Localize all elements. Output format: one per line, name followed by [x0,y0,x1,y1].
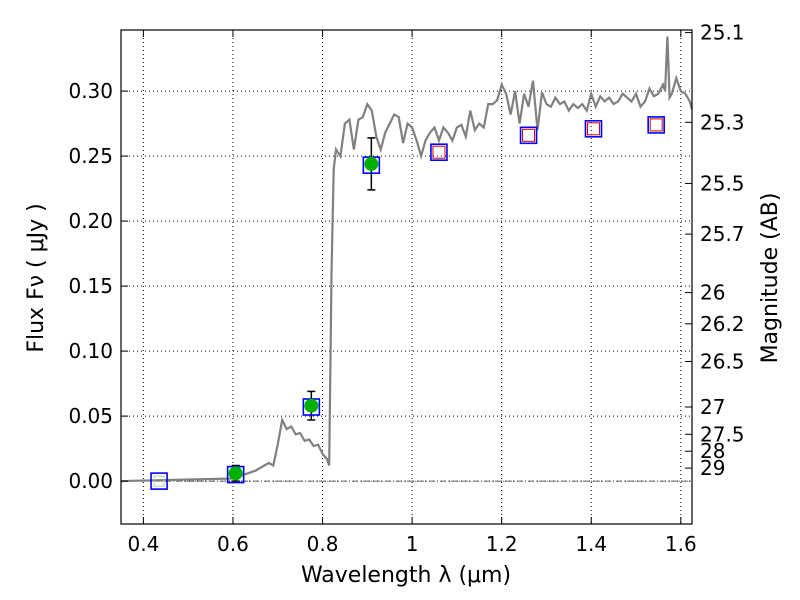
upper-limit-marker [522,128,536,142]
x-tick-label: 1.4 [575,532,607,556]
x-axis-ticks: 0.4 0.6 0.8 1 1.2 1.4 1.6 [127,30,697,556]
magnitude-tick-label: 25.1 [700,21,745,45]
magnitude-tick-label: 26 [700,281,725,305]
y-tick-label: 0.10 [68,339,113,363]
model-photometry-marker [584,120,603,138]
x-tick-label: 1.2 [486,532,518,556]
model-photometry-marker [430,143,448,161]
x-axis-label: Wavelength λ (μm) [301,563,511,588]
observed-flux-point [364,156,379,171]
photometry-points [150,116,665,490]
magnitude-tick-label: 27 [700,395,725,419]
magnitude-tick-label: 27.5 [700,422,745,446]
upper-limit-marker [432,145,446,159]
upper-limit-marker [586,122,600,136]
model-photometry-marker [647,116,665,134]
x-tick-label: 0.4 [127,532,159,556]
magnitude-tick-label: 28 [700,439,725,463]
right-axis-label: Magnitude (AB) [758,193,783,364]
y-tick-label: 0.30 [68,79,113,103]
magnitude-tick-label: 26.2 [700,312,745,336]
magnitude-tick-label: 26.5 [700,350,745,374]
model-photometry-marker [519,126,538,145]
y-tick-label: 0.00 [68,469,113,493]
y-axis-label: Flux Fν ( μJy ) [24,203,49,352]
observed-flux-point [228,466,243,481]
magnitude-tick-label: 29 [700,456,725,480]
ghost-marker [153,475,165,487]
x-tick-label: 0.6 [217,532,249,556]
y-tick-label: 0.20 [68,209,113,233]
model-photometry-marker [150,472,168,490]
y-tick-label: 0.25 [68,144,113,168]
upper-limit-marker [649,118,663,132]
model-spectrum-line [120,36,694,483]
x-tick-label: 0.8 [307,532,339,556]
y-tick-label: 0.15 [68,274,113,298]
y-axis-ticks: 0.00 0.05 0.10 0.15 0.20 0.25 0.30 [68,79,128,493]
x-tick-label: 1.6 [665,532,697,556]
magnitude-tick-label: 25.3 [700,110,745,134]
magnitude-tick-label: 25.5 [700,171,745,195]
grid-lines [121,30,692,524]
magnitude-tick-label: 25.7 [700,222,745,246]
observed-flux-point [304,398,319,413]
y-tick-label: 0.05 [68,404,113,428]
plot-frame [120,29,693,525]
x-tick-label: 1 [406,532,419,556]
